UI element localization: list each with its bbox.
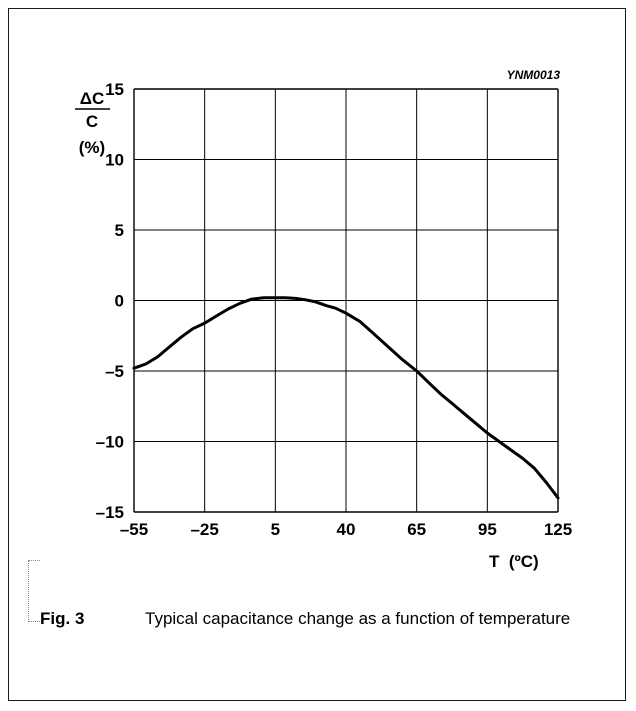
y-tick-label: –15 (96, 503, 124, 522)
y-tick-label: 5 (115, 221, 124, 240)
capacitance-curve (132, 296, 560, 500)
figure-frame (8, 8, 626, 701)
y-axis-label-line-2: C (86, 112, 98, 131)
x-axis-ticks: –55 –25 5 40 65 95 125 (120, 520, 572, 539)
x-tick-label: –25 (190, 520, 218, 539)
y-tick-label: 0 (115, 292, 124, 311)
x-tick-label: 40 (337, 520, 356, 539)
x-tick-label: 5 (271, 520, 280, 539)
y-tick-label: –5 (105, 362, 124, 381)
x-axis-label: T (ºC) (489, 552, 539, 571)
series-layer (132, 296, 560, 500)
y-tick-label: –10 (96, 433, 124, 452)
figure-caption-text: Typical capacitance change as a function… (145, 609, 571, 628)
figure-code: YNM0013 (507, 68, 561, 82)
caption-bracket (28, 560, 40, 622)
x-tick-label: 125 (544, 520, 572, 539)
x-tick-label: –55 (120, 520, 148, 539)
y-tick-label: 15 (105, 80, 124, 99)
y-tick-label: 10 (105, 151, 124, 170)
x-tick-label: 95 (478, 520, 497, 539)
x-tick-label: 65 (407, 520, 426, 539)
y-axis-label-line-1: ΔC (80, 89, 105, 108)
y-axis-label: ΔC C (%) (75, 89, 110, 157)
y-axis-ticks: 15 10 5 0 –5 –10 –15 (96, 80, 124, 522)
chart-grid (133, 88, 559, 513)
figure-label: Fig. 3 (40, 609, 85, 628)
y-axis-label-line-3: (%) (79, 138, 105, 157)
